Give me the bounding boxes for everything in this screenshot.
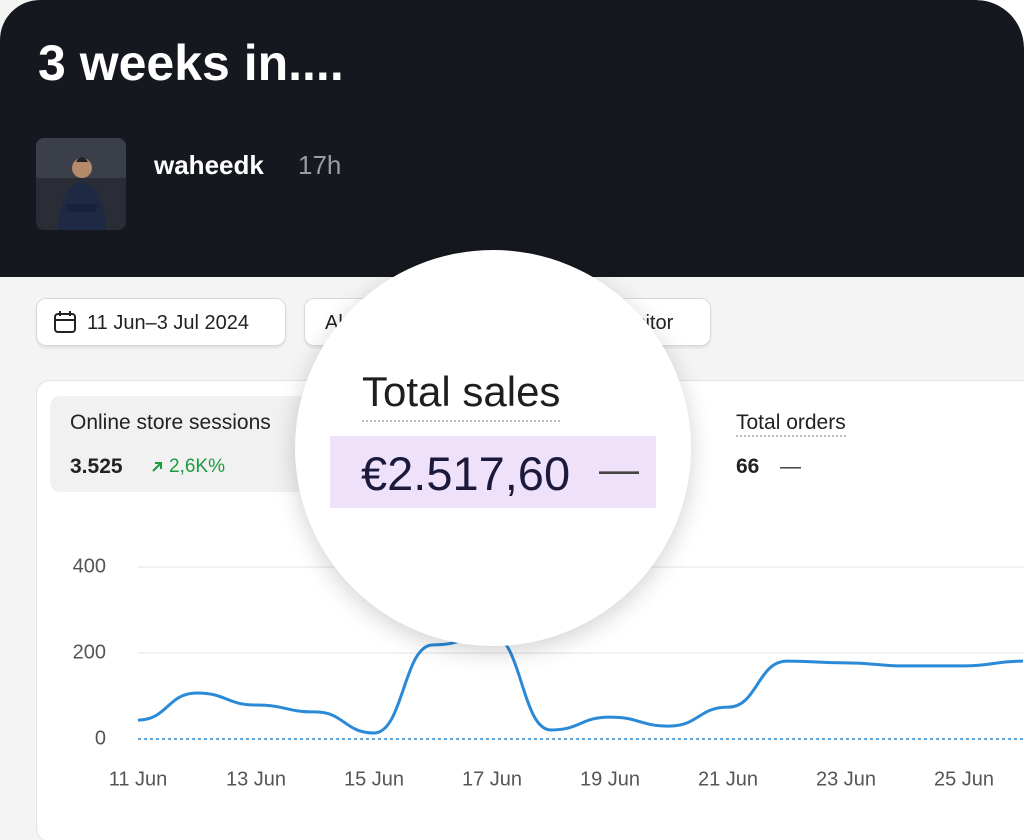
x-tick-label: 11 Jun — [109, 768, 168, 790]
metric-value: 66 — [736, 455, 760, 478]
magnifier: Total sales €2.517,60 — — [295, 250, 691, 646]
metric-label: Total sales — [362, 368, 561, 422]
metric-value: 3.525 — [70, 455, 123, 478]
metric-change: 2,6K% — [169, 456, 225, 477]
date-range: 11 Jun–3 Jul 2024 — [87, 312, 249, 334]
avatar-image — [36, 138, 126, 230]
y-tick-label: 200 — [73, 641, 106, 663]
y-tick-label: 0 — [95, 727, 106, 749]
metric-value: €2.517,60 — [361, 447, 571, 500]
up-arrow — [152, 462, 162, 472]
metric-label: Online store sessions — [70, 411, 271, 434]
date-filter[interactable]: 11 Jun–3 Jul 2024 — [36, 298, 286, 346]
y-tick-label: 400 — [73, 555, 106, 577]
calendar-icon — [54, 311, 76, 333]
highlight — [330, 436, 656, 508]
x-tick-label: 17 Jun — [462, 768, 522, 790]
x-tick-label: 19 Jun — [580, 768, 640, 790]
x-tick-label: 15 Jun — [344, 768, 404, 790]
line — [137, 634, 1024, 735]
post-title: 3 weeks in.... — [38, 35, 344, 91]
x-tick-label: 23 Jun — [816, 768, 876, 790]
post-header: 3 weeks in.... waheedk 17h — [0, 0, 1024, 277]
metric-card[interactable] — [50, 396, 330, 492]
username[interactable]: waheedk — [154, 150, 264, 180]
x-tick-label: 13 Jun — [226, 768, 286, 790]
x-tick-label: 21 Jun — [698, 768, 758, 790]
metric-change: — — [780, 455, 801, 478]
metric-label: Total orders — [736, 411, 846, 437]
x-tick-label: 25 Jun — [934, 768, 994, 790]
metric-change: — — [599, 448, 639, 492]
avatar[interactable] — [36, 138, 126, 230]
line-chart: 0 200 400 11 Jun 13 Jun 15 Jun 17 Jun 19 Jun 21 … — [73, 555, 1024, 790]
timestamp: 17h — [298, 150, 342, 180]
